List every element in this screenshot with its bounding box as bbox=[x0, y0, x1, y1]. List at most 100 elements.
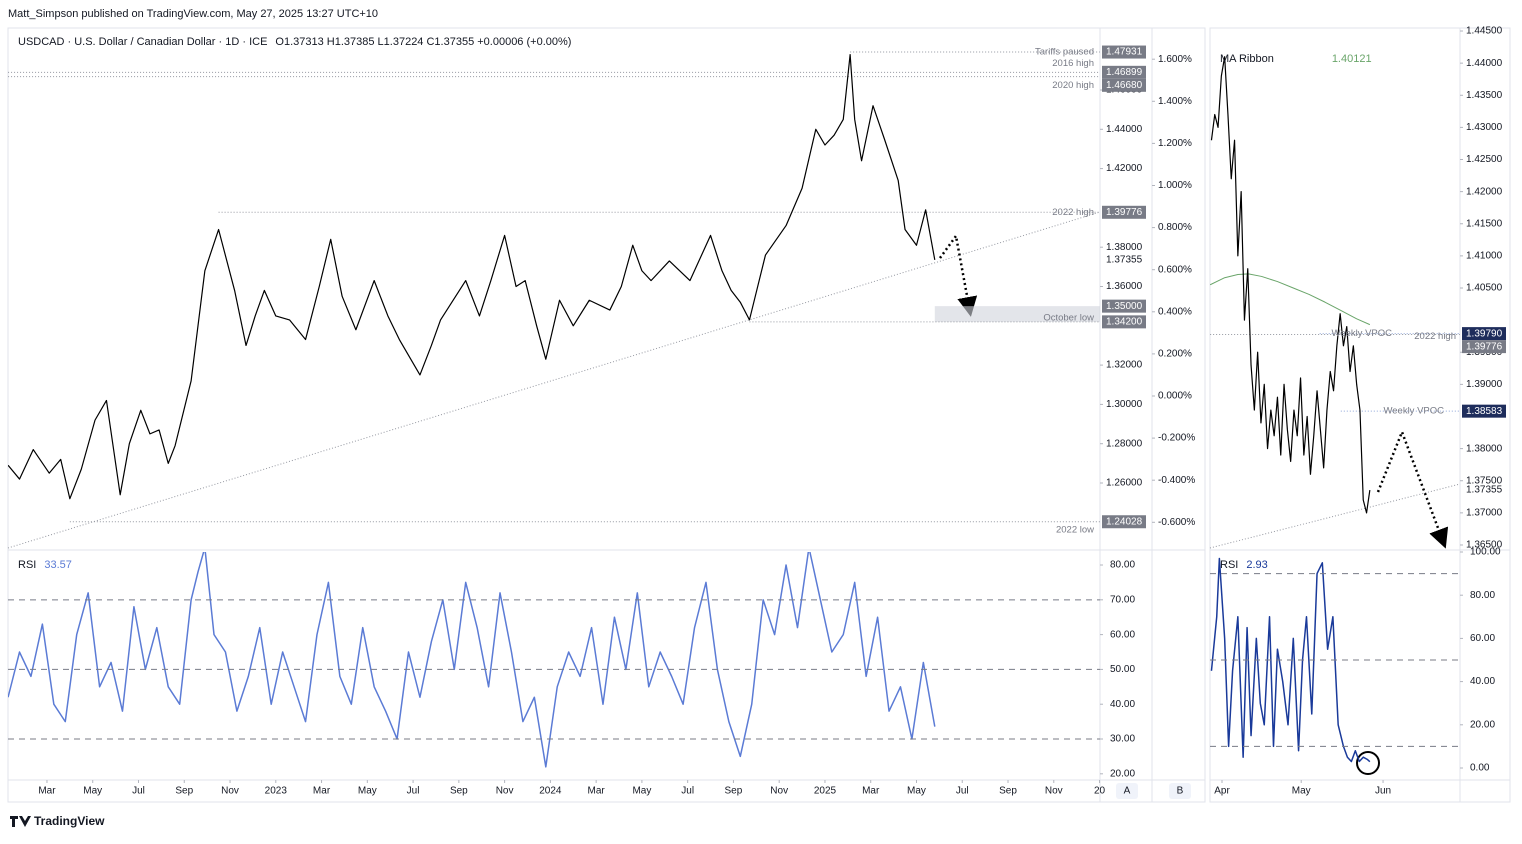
price-tag-label: 1.24028 bbox=[1106, 516, 1143, 527]
y-tick-label: 1.30000 bbox=[1106, 399, 1143, 410]
level-label: 2022 low bbox=[1056, 524, 1094, 535]
left-frame bbox=[7, 27, 1206, 803]
y-tick-label: 60.00 bbox=[1110, 629, 1135, 640]
price-tag bbox=[1102, 253, 1146, 267]
y-tick-label: 80.00 bbox=[1110, 560, 1135, 571]
y-tick-label: 40.00 bbox=[1110, 699, 1135, 710]
price-tag-label: 1.47931 bbox=[1106, 47, 1143, 58]
y-tick-label: 1.42500 bbox=[1466, 154, 1503, 165]
y-tick-label: 1.42000 bbox=[1106, 163, 1143, 174]
level-label: Weekly VPOC bbox=[1331, 328, 1392, 339]
legend-name: MA Ribbon bbox=[1220, 53, 1274, 65]
price-tag bbox=[1462, 404, 1506, 418]
x-tick-label: Nov bbox=[770, 786, 788, 797]
x-tick-label: Apr bbox=[1214, 786, 1230, 797]
y-tick-label: 80.00 bbox=[1470, 590, 1495, 601]
price-tag-label: 1.39776 bbox=[1466, 341, 1503, 352]
legend-name: RSI bbox=[18, 559, 36, 571]
y-tick-label: 1.44000 bbox=[1106, 124, 1143, 135]
x-tick-label: Sep bbox=[999, 786, 1017, 797]
target-zone bbox=[934, 306, 1100, 322]
y-tick-label: 50.00 bbox=[1110, 664, 1135, 675]
ohlc: O1.37313 H1.37385 L1.37224 C1.37355 +0.0… bbox=[275, 36, 571, 48]
y2-tick-label: 1.400% bbox=[1158, 96, 1192, 107]
x-tick-label: May bbox=[907, 786, 926, 797]
y-tick-label: 100.00 bbox=[1470, 547, 1501, 558]
price-tag bbox=[1102, 45, 1146, 59]
level-label: 2022 high bbox=[1414, 331, 1456, 342]
price-tag-label: 1.35000 bbox=[1106, 301, 1143, 312]
y-tick-label: 20.00 bbox=[1110, 768, 1135, 779]
price-tag-label: 1.46899 bbox=[1106, 67, 1143, 78]
series-line bbox=[8, 54, 936, 500]
x-tick-label: May bbox=[632, 786, 651, 797]
y-tick-label: 1.37500 bbox=[1466, 475, 1503, 486]
x-tick-label: Mar bbox=[588, 786, 606, 797]
x-tick-label: May bbox=[358, 786, 377, 797]
price-tag bbox=[1462, 327, 1506, 341]
y-tick-label: 1.42000 bbox=[1466, 186, 1503, 197]
trendline bbox=[1209, 483, 1461, 549]
legend-value: 2.93 bbox=[1246, 559, 1267, 571]
x-tick-label: 20 bbox=[1094, 786, 1106, 797]
price-tag bbox=[1102, 78, 1146, 92]
axis-button-label[interactable]: B bbox=[1177, 786, 1184, 797]
series-line bbox=[1210, 56, 1371, 514]
y-tick-label: 1.38000 bbox=[1106, 242, 1143, 253]
y-tick-label: 0.00 bbox=[1470, 763, 1490, 774]
x-tick-label: Jul bbox=[407, 786, 420, 797]
x-tick-label: Mar bbox=[38, 786, 56, 797]
x-tick-label: Jul bbox=[132, 786, 145, 797]
y-tick-label: 1.36000 bbox=[1106, 281, 1143, 292]
y-tick-label: 1.43000 bbox=[1466, 122, 1503, 133]
legend-name: RSI bbox=[1220, 559, 1238, 571]
x-tick-label: 2023 bbox=[265, 786, 288, 797]
level-label: 2020 high bbox=[1052, 80, 1094, 91]
price-tag bbox=[1102, 315, 1146, 329]
y2-tick-label: -0.200% bbox=[1158, 433, 1195, 444]
price-tag bbox=[1102, 515, 1146, 529]
y2-tick-label: 0.200% bbox=[1158, 349, 1192, 360]
y-tick-label: 1.44000 bbox=[1466, 58, 1503, 69]
y2-tick-label: 1.000% bbox=[1158, 180, 1192, 191]
y-tick-label: 60.00 bbox=[1470, 633, 1495, 644]
y-tick-label: 30.00 bbox=[1110, 734, 1135, 745]
series-line bbox=[1210, 557, 1371, 763]
axis-button[interactable] bbox=[1169, 783, 1191, 799]
plot-area bbox=[8, 51, 1100, 523]
x-tick-label: Jul bbox=[956, 786, 969, 797]
y-tick-label: 1.32000 bbox=[1106, 360, 1143, 371]
y2-tick-label: 0.400% bbox=[1158, 306, 1192, 317]
projection-arrow bbox=[1376, 428, 1449, 549]
x-tick-label: 2024 bbox=[539, 786, 562, 797]
legend-value: 1.40121 bbox=[1332, 53, 1372, 65]
y-tick-label: 1.41000 bbox=[1466, 251, 1503, 262]
price-tag-label: 1.38583 bbox=[1466, 406, 1503, 417]
price-tag-label: 1.37355 bbox=[1466, 485, 1503, 496]
y-tick-label: 1.37000 bbox=[1466, 507, 1503, 518]
x-tick-label: Nov bbox=[221, 786, 239, 797]
price-tag-label: 1.37355 bbox=[1106, 255, 1143, 266]
axis-button[interactable] bbox=[1116, 783, 1138, 799]
y2-tick-label: 1.200% bbox=[1158, 138, 1192, 149]
x-tick-label: Sep bbox=[725, 786, 743, 797]
price-tag bbox=[1102, 65, 1146, 79]
y2-tick-label: 0.000% bbox=[1158, 391, 1192, 402]
y-tick-label: 1.43500 bbox=[1466, 90, 1503, 101]
x-tick-label: 2025 bbox=[814, 786, 837, 797]
price-tag-label: 1.39790 bbox=[1466, 328, 1503, 339]
plot-area bbox=[1210, 56, 1460, 514]
axis-button-label[interactable]: A bbox=[1124, 786, 1131, 797]
plot-area bbox=[1210, 557, 1371, 763]
x-tick-label: Sep bbox=[175, 786, 193, 797]
price-tag-label: 1.39776 bbox=[1106, 207, 1143, 218]
x-tick-label: Mar bbox=[862, 786, 880, 797]
x-tick-label: May bbox=[1292, 786, 1311, 797]
y-tick-label: 1.40500 bbox=[1466, 283, 1503, 294]
y-tick-label: 1.44500 bbox=[1466, 26, 1503, 37]
price-tag bbox=[1462, 340, 1506, 354]
x-tick-label: Mar bbox=[313, 786, 331, 797]
y-tick-label: 1.41500 bbox=[1466, 218, 1503, 229]
